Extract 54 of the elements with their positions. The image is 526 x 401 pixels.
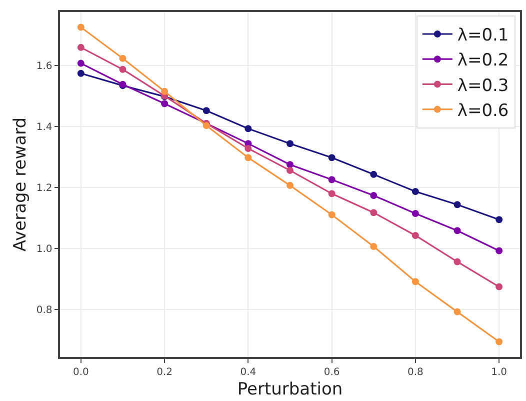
- point: [496, 283, 503, 290]
- point: [119, 54, 126, 62]
- point: [244, 154, 252, 162]
- point: [412, 232, 419, 239]
- point: [286, 182, 294, 189]
- legend-label: λ=0.6: [457, 100, 509, 121]
- point: [370, 242, 378, 250]
- point: [119, 66, 126, 73]
- point: [328, 190, 336, 198]
- x-tick-label: 0.2: [156, 366, 173, 378]
- point: [286, 140, 294, 148]
- point: [161, 88, 168, 95]
- point: [496, 338, 503, 346]
- point: [370, 209, 378, 216]
- x-axis-title: Perturbation: [237, 380, 343, 400]
- point: [370, 192, 378, 199]
- point: [328, 154, 336, 162]
- point: [328, 176, 336, 184]
- point: [412, 278, 419, 286]
- point: [244, 125, 252, 132]
- point: [202, 122, 210, 130]
- point: [454, 308, 461, 316]
- point: [370, 170, 378, 178]
- point: [496, 216, 503, 224]
- legend-label: λ=0.2: [457, 50, 509, 71]
- y-tick-label: 0.8: [36, 305, 52, 316]
- point: [328, 211, 336, 218]
- x-tick-label: 0.6: [324, 366, 340, 378]
- point: [412, 188, 419, 196]
- point: [496, 247, 503, 254]
- x-tick-label: 1.0: [491, 366, 508, 378]
- point: [77, 44, 84, 51]
- point: [77, 60, 84, 67]
- point: [286, 166, 294, 174]
- x-tick-label: 0.4: [240, 366, 256, 378]
- y-tick-label: 1.4: [36, 122, 52, 133]
- point: [202, 107, 210, 114]
- point: [286, 161, 294, 168]
- point: [454, 258, 461, 266]
- x-tick-label: 0.8: [407, 366, 424, 378]
- point: [454, 201, 461, 208]
- y-tick-label: 1.2: [36, 183, 52, 194]
- point: [161, 100, 168, 108]
- legend-label: λ=0.1: [457, 26, 509, 46]
- point: [77, 24, 84, 31]
- point: [454, 227, 461, 234]
- x-tick-label: 0.0: [72, 366, 89, 378]
- point: [244, 144, 252, 152]
- y-tick-label: 1.0: [36, 244, 52, 256]
- y-tick-label: 1.6: [36, 60, 52, 72]
- y-axis-title: Average reward: [10, 117, 30, 252]
- point: [412, 210, 419, 217]
- legend-label: λ=0.3: [457, 76, 509, 96]
- point: [77, 70, 84, 77]
